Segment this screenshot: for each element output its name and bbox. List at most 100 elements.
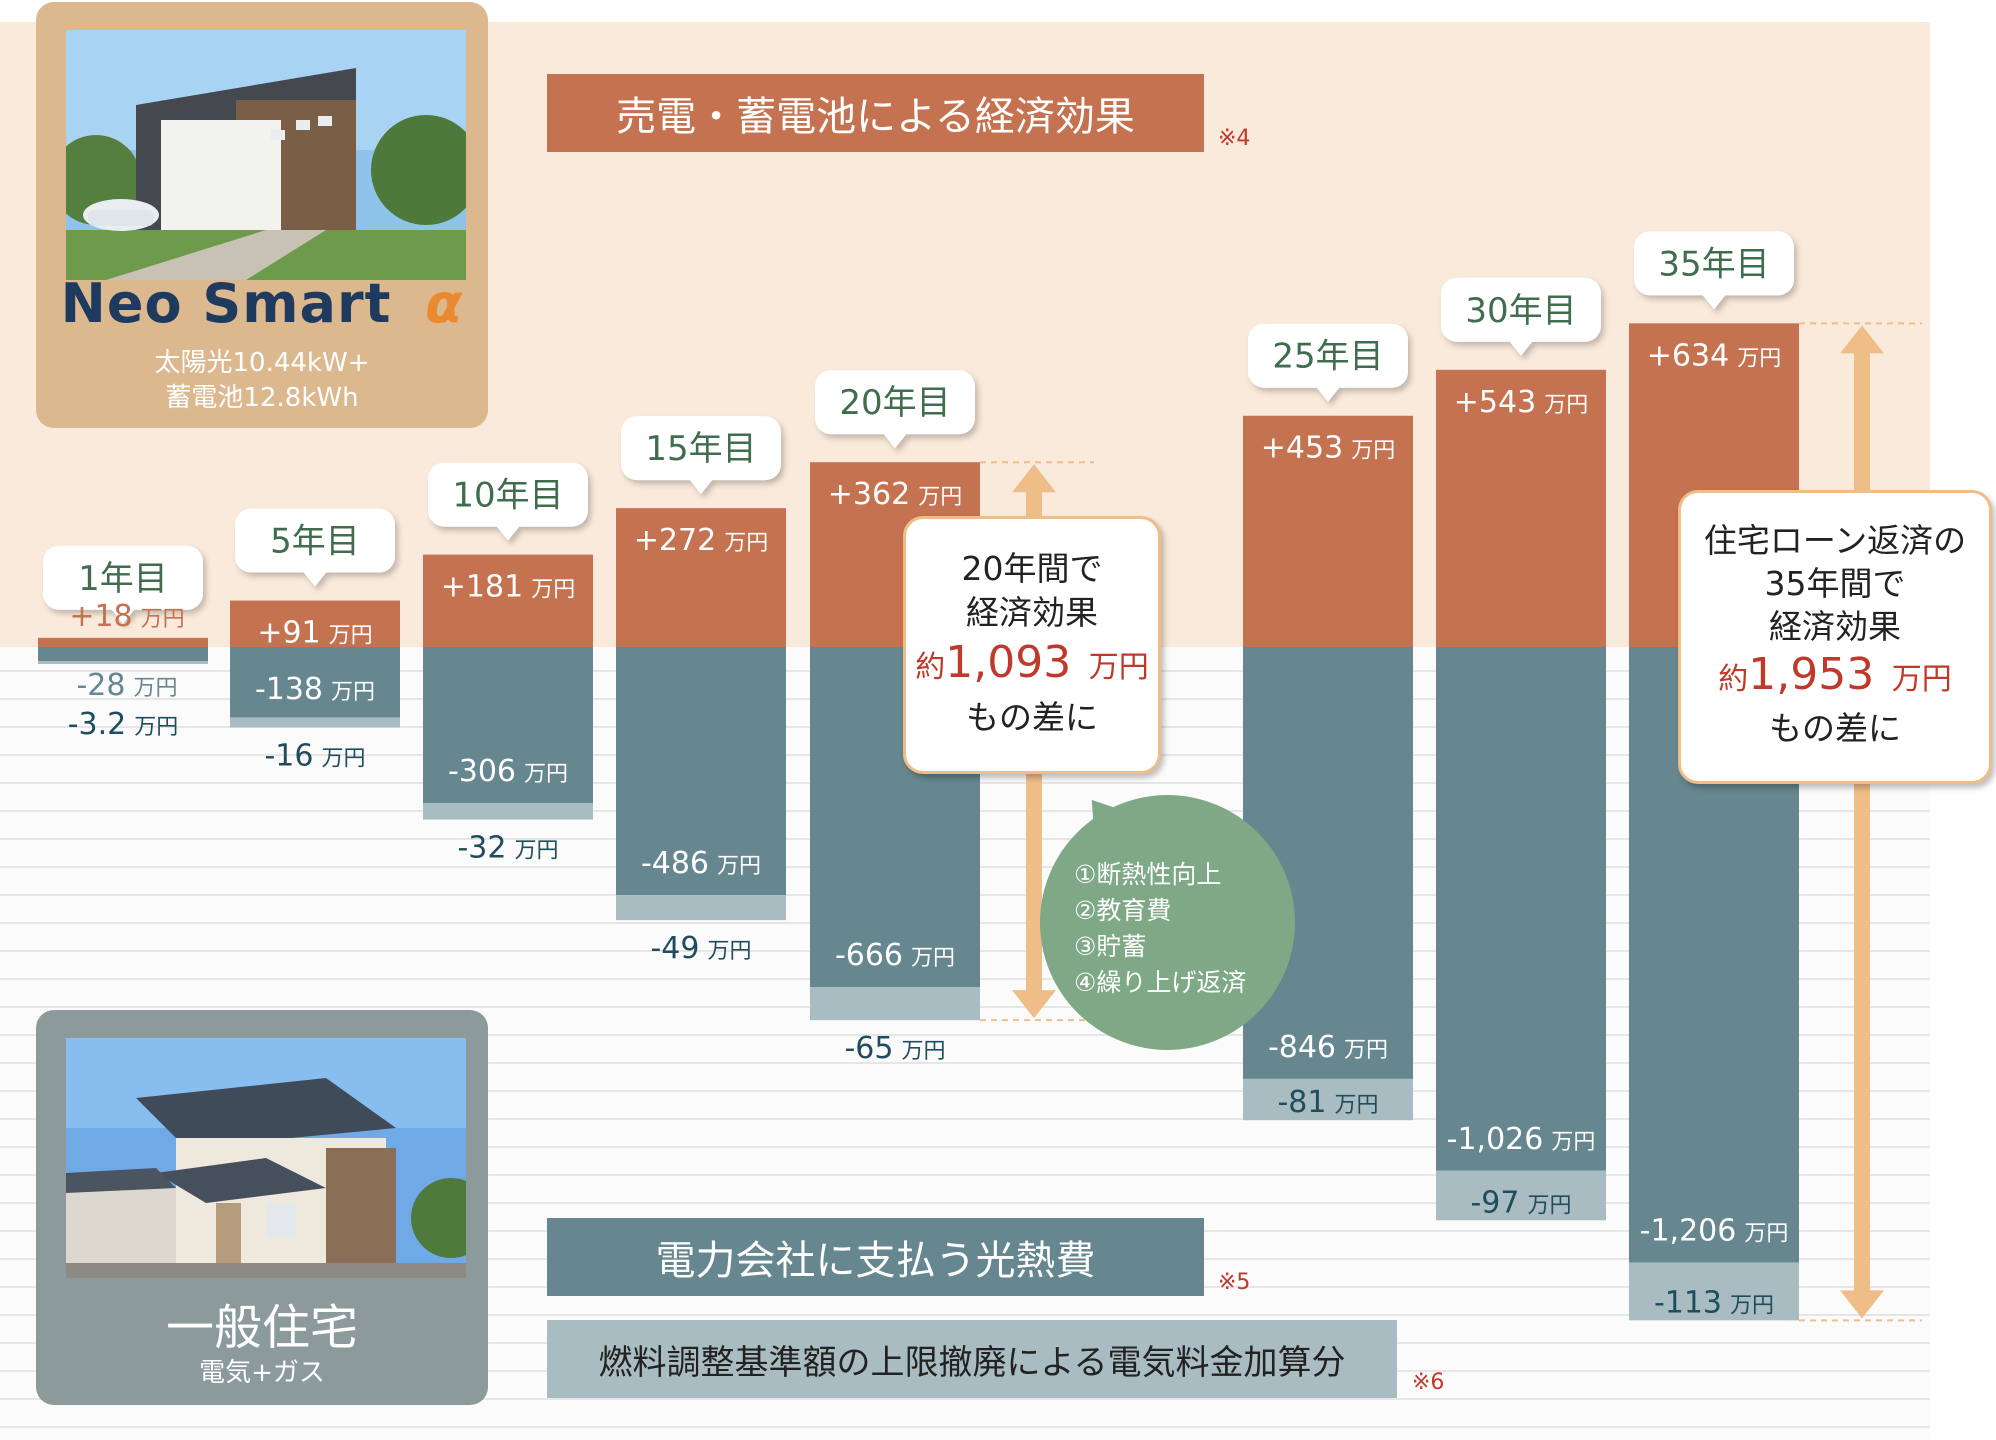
arrow-35-years-head-up [1840, 325, 1884, 354]
utility-value-6: -846 万円 [1268, 1030, 1388, 1065]
label-utility-cost-text: 電力会社に支払う光熱費 [655, 1238, 1096, 1284]
utility-value-4: -486 万円 [641, 846, 761, 881]
callout-20-amount-value: 1,093 [945, 637, 1072, 688]
bar-utility-2 [230, 647, 400, 718]
category-bubble-tail-1 [111, 608, 135, 624]
category-label-1: 1年目 [78, 559, 168, 599]
general-house-title: 一般住宅 [165, 1300, 358, 1356]
positive-value-2: +91 万円 [257, 616, 372, 651]
category-bubble-box-3 [428, 462, 588, 527]
utility-value-2: -138 万円 [255, 672, 375, 707]
fuel-value-4: -49 万円 [650, 931, 751, 966]
category-bubble-tail-7 [1509, 340, 1533, 356]
category-bubble-4 [621, 416, 781, 495]
note-6: ※6 [1412, 1370, 1445, 1395]
callout-35-prefix: 約 [1718, 662, 1749, 697]
fuel-value-1: -3.2 万円 [68, 707, 179, 742]
neo-smart-spec-1: 太陽光10.44kW+ [154, 348, 370, 378]
category-bubble-tail-5 [883, 433, 907, 449]
utility-value-8: -1,206 万円 [1640, 1214, 1789, 1249]
callout-35-years: 住宅ローン返済の 35年間で 経済効果 約1,953 万円 もの差に [1678, 490, 1992, 784]
category-bubble-3 [428, 462, 588, 541]
category-label-7: 30年目 [1465, 291, 1576, 331]
bar-fuel-3 [423, 803, 593, 820]
bubble-item-3: ③貯蓄 [1074, 932, 1147, 961]
category-label-8: 35年目 [1658, 244, 1769, 284]
positive-value-5: +362 万円 [828, 477, 962, 512]
neo-smart-house-photo [66, 30, 466, 280]
category-bubble-box-8 [1634, 231, 1794, 296]
callout-20-line4: もの差に [966, 698, 1098, 737]
bar-fuel-8 [1629, 1262, 1799, 1321]
category-bubble-tail-2 [303, 571, 327, 587]
bar-fuel-4 [616, 895, 786, 921]
general-house-photo [66, 1038, 466, 1278]
general-house-card: 一般住宅 電気+ガス [36, 1010, 488, 1405]
label-fuel-adjustment: 燃料調整基準額の上限撤廃による電気料金加算分 [547, 1320, 1397, 1398]
utility-value-5: -666 万円 [835, 938, 955, 973]
category-bubble-box-7 [1441, 277, 1601, 342]
bar-utility-4 [616, 647, 786, 896]
alpha-symbol: α [425, 272, 464, 335]
fuel-value-6: -81 万円 [1277, 1085, 1378, 1120]
positive-value-8: +634 万円 [1647, 338, 1781, 373]
bubble-item-2: ②教育費 [1074, 896, 1172, 925]
callout-35-amount-unit: 万円 [1891, 662, 1952, 697]
bar-fuel-6 [1243, 1078, 1413, 1121]
positive-value-3: +181 万円 [441, 570, 575, 605]
bar-fuel-5 [810, 986, 980, 1021]
category-label-2: 5年目 [270, 522, 360, 562]
bar-fuel-1 [38, 661, 208, 664]
bar-utility-7 [1436, 647, 1606, 1171]
bar-fuel-2 [230, 717, 400, 728]
category-bubble-box-5 [815, 370, 975, 435]
fuel-value-8: -113 万円 [1654, 1285, 1774, 1320]
fuel-value-2: -16 万円 [264, 738, 365, 773]
callout-35-line1: 住宅ローン返済の [1703, 521, 1967, 560]
bar-utility-3 [423, 647, 593, 804]
category-bubble-1 [43, 545, 203, 624]
note-5: ※5 [1218, 1270, 1251, 1295]
positive-value-6: +453 万円 [1261, 431, 1395, 466]
callout-20-amount-unit: 万円 [1088, 650, 1149, 685]
callout-35-line5: もの差に [1769, 709, 1901, 748]
bar-positive-7 [1436, 369, 1606, 647]
category-bubble-6 [1248, 323, 1408, 402]
utility-value-1: -28 万円 [76, 668, 177, 703]
category-bubble-tail-6 [1316, 386, 1340, 402]
callout-35-amount: 約1,953 万円 [1681, 648, 1989, 707]
bar-positive-3 [423, 554, 593, 647]
positive-value-7: +543 万円 [1454, 385, 1588, 420]
category-bubble-box-6 [1248, 323, 1408, 388]
utility-value-7: -1,026 万円 [1447, 1122, 1596, 1157]
category-label-4: 15年目 [645, 429, 756, 469]
bar-fuel-7 [1436, 1170, 1606, 1221]
callout-20-line1: 20年間で [961, 549, 1103, 588]
callout-35-line3: 経済効果 [1769, 607, 1901, 646]
category-bubble-8 [1634, 231, 1794, 310]
general-house-sub: 電気+ガス [199, 1358, 325, 1388]
bar-utility-1 [38, 647, 208, 661]
category-bubble-box-2 [235, 508, 395, 573]
positive-value-4: +272 万円 [634, 523, 768, 558]
positive-value-1: +18 万円 [69, 599, 184, 634]
category-label-6: 25年目 [1272, 337, 1383, 377]
label-utility-cost: 電力会社に支払う光熱費 [547, 1218, 1204, 1296]
bar-positive-4 [616, 508, 786, 647]
category-label-3: 10年目 [452, 476, 563, 516]
label-fuel-adjustment-text: 燃料調整基準額の上限撤廃による電気料金加算分 [598, 1342, 1346, 1383]
neo-smart-card: Neo Smart α 太陽光10.44kW+ 蓄電池12.8kWh [36, 2, 488, 428]
bar-positive-6 [1243, 415, 1413, 647]
category-bubble-tail-4 [689, 479, 713, 495]
neo-smart-spec-2: 蓄電池12.8kWh [165, 383, 359, 413]
arrow-35-years-head-down [1840, 1290, 1884, 1319]
bar-positive-2 [230, 600, 400, 647]
utility-value-3: -306 万円 [448, 754, 568, 789]
bubble-item-4: ④繰り上げ返済 [1074, 968, 1247, 997]
category-bubble-tail-8 [1702, 294, 1726, 310]
neo-smart-title: Neo Smart α [36, 272, 488, 335]
label-solar-effect: 売電・蓄電池による経済効果 [547, 74, 1204, 152]
callout-20-line2: 経済効果 [966, 593, 1098, 632]
callout-20-years: 20年間で 経済効果 約1,093 万円 もの差に [903, 516, 1161, 774]
category-bubble-box-4 [621, 416, 781, 481]
